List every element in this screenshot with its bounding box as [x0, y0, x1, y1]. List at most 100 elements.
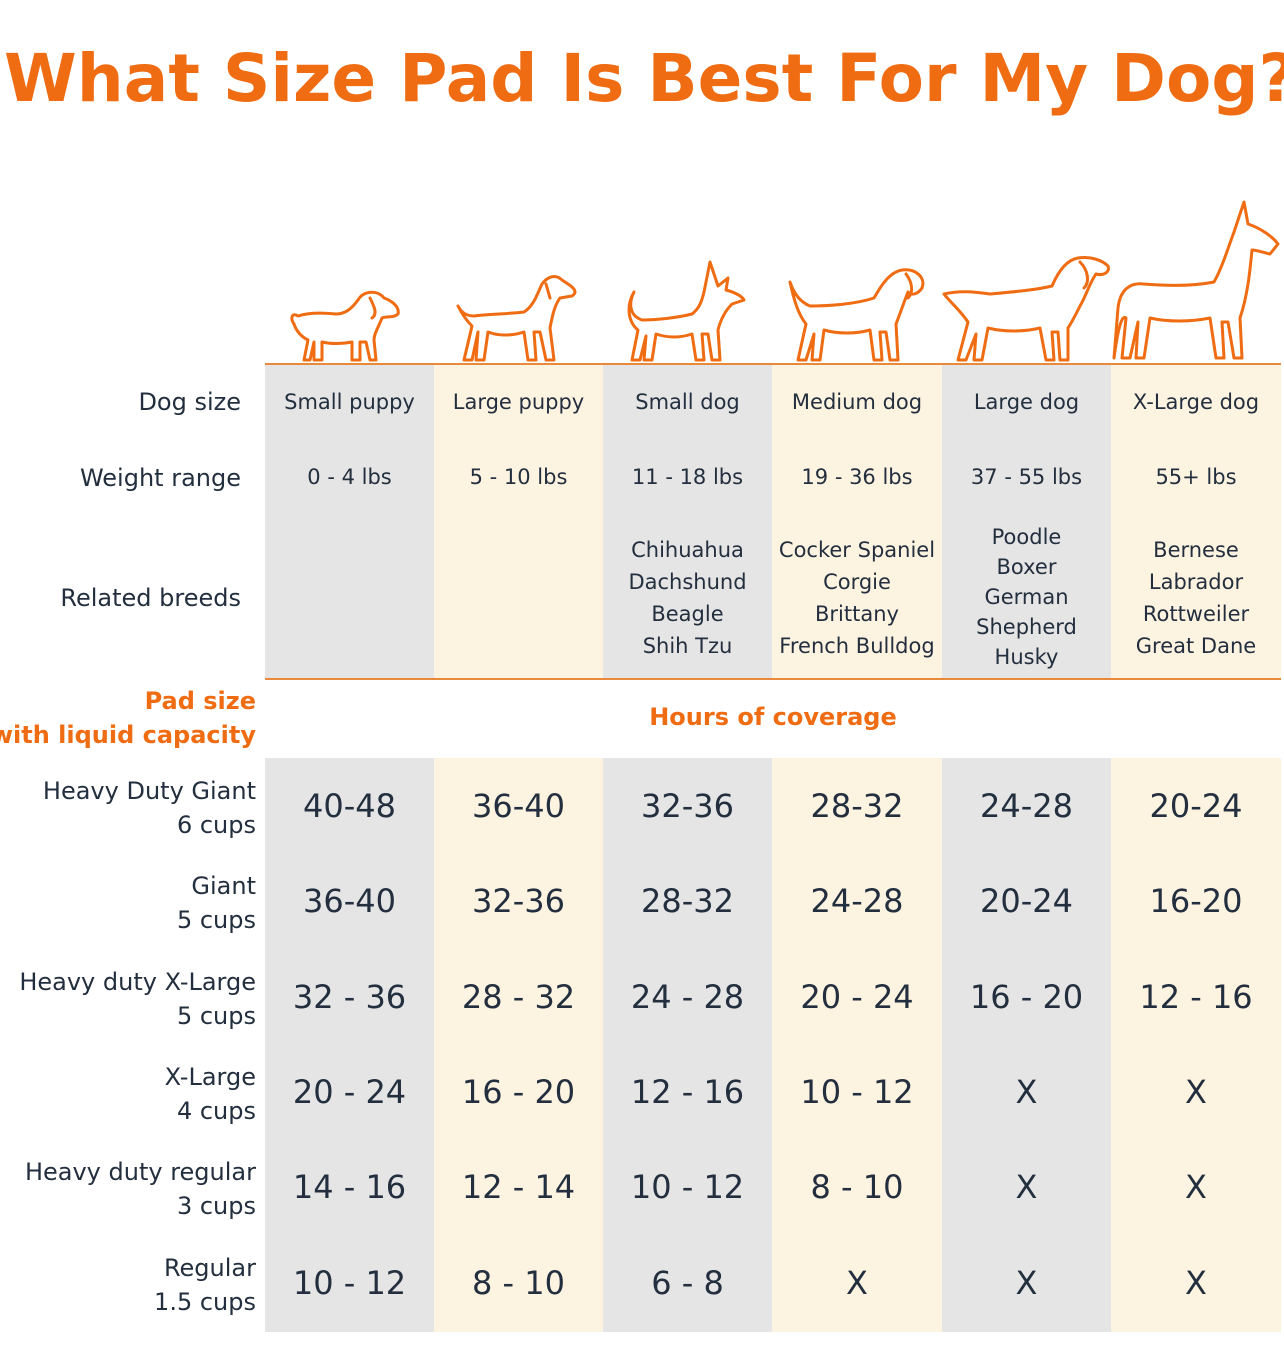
- column-bg-xlarge-dog: [1111, 758, 1281, 1332]
- dog-size-cell: Medium dog: [791, 390, 923, 414]
- hours-cell: X: [846, 1264, 868, 1302]
- hours-cell: 32-36: [472, 882, 565, 920]
- weight-range-cell: 5 - 10 lbs: [469, 465, 568, 489]
- hours-cell: 16 - 20: [461, 1073, 576, 1111]
- hours-cell: 12 - 16: [630, 1073, 745, 1111]
- hours-cell: X: [1015, 1168, 1038, 1206]
- hours-cell: 8 - 10: [472, 1264, 565, 1302]
- pad-name: Heavy duty regular: [24, 1158, 256, 1186]
- hours-cell: 16-20: [1149, 882, 1243, 920]
- pad-label-giant: Giant 5 cups: [177, 869, 256, 937]
- weight-range-cell: 11 - 18 lbs: [631, 465, 744, 489]
- breed-name: Labrador: [1148, 570, 1244, 594]
- pad-name: Heavy duty X-Large: [19, 968, 256, 996]
- pad-capacity: 5 cups: [176, 1002, 256, 1030]
- medium-dog-icon: [786, 262, 928, 364]
- hours-cell: 20-24: [1149, 787, 1243, 825]
- large-puppy-icon: [452, 270, 582, 364]
- breed-name: Boxer: [996, 555, 1057, 579]
- pad-name: Giant: [191, 872, 256, 900]
- column-bg-small-dog: [603, 758, 772, 1332]
- hours-cell: 36-40: [303, 882, 396, 920]
- hours-cell: 24 - 28: [630, 978, 745, 1016]
- hours-cell: 40-48: [303, 787, 396, 825]
- hours-cell: 32 - 36: [292, 978, 407, 1016]
- pad-name: X-Large: [164, 1063, 256, 1091]
- breed-name: German: [984, 585, 1069, 609]
- breed-name: Beagle: [651, 602, 724, 626]
- hours-cell: 6 - 8: [651, 1264, 724, 1302]
- hours-cell: X: [1185, 1073, 1207, 1111]
- xlarge-dog-icon: [1110, 198, 1282, 364]
- dog-size-cell: Small dog: [635, 390, 740, 414]
- breed-name: Corgie: [823, 570, 891, 594]
- column-bg-small-puppy: [265, 758, 434, 1332]
- breed-list: Chihuahua Dachshund Beagle Shih Tzu: [603, 534, 772, 662]
- hours-cell: X: [1185, 1168, 1207, 1206]
- hours-cell: 28 - 32: [461, 978, 576, 1016]
- hours-cell: X: [1015, 1264, 1038, 1302]
- pad-size-heading-line2: with liquid capacity: [0, 721, 256, 749]
- hours-cell: 8 - 10: [810, 1168, 904, 1206]
- weight-range-cell: 55+ lbs: [1155, 465, 1237, 489]
- breed-list: Cocker Spaniel Corgie Brittany French Bu…: [772, 534, 942, 662]
- hours-cell: 28-32: [810, 787, 904, 825]
- hours-cell: 24-28: [810, 882, 904, 920]
- row-label-dog-size: Dog size: [138, 388, 241, 416]
- hours-cell: 12 - 14: [461, 1168, 576, 1206]
- hours-cell: 32-36: [641, 787, 734, 825]
- divider-middle: [265, 678, 1281, 680]
- page-title: What Size Pad Is Best For My Dog?: [4, 40, 1284, 117]
- column-bg-large-puppy: [434, 365, 603, 678]
- breed-name: Shepherd: [976, 615, 1077, 639]
- hours-cell: 28-32: [641, 882, 734, 920]
- dog-size-cell: X-Large dog: [1132, 390, 1260, 414]
- hours-cell: 20 - 24: [800, 978, 914, 1016]
- weight-range-cell: 37 - 55 lbs: [970, 465, 1083, 489]
- row-label-related-breeds: Related breeds: [60, 584, 241, 612]
- breed-name: French Bulldog: [779, 634, 935, 658]
- pad-capacity: 1.5 cups: [154, 1288, 256, 1316]
- small-dog-icon: [624, 256, 750, 364]
- hours-cell: 14 - 16: [292, 1168, 407, 1206]
- hours-of-coverage-heading: Hours of coverage: [649, 703, 897, 731]
- column-bg-xlarge-dog: [1111, 365, 1281, 678]
- breed-name: Dachshund: [628, 570, 747, 594]
- pad-label-heavy-duty-giant: Heavy Duty Giant 6 cups: [43, 774, 256, 842]
- dog-size-cell: Large dog: [973, 390, 1080, 414]
- small-puppy-icon: [286, 284, 406, 364]
- divider-top: [265, 363, 1281, 365]
- hours-cell: 10 - 12: [630, 1168, 745, 1206]
- pad-label-heavy-duty-xlarge: Heavy duty X-Large 5 cups: [19, 965, 256, 1033]
- hours-cell: 10 - 12: [292, 1264, 407, 1302]
- dog-size-cell: Large puppy: [452, 390, 585, 414]
- pad-label-xlarge: X-Large 4 cups: [165, 1060, 256, 1128]
- pad-capacity: 4 cups: [176, 1097, 256, 1125]
- hours-cell: 24-28: [980, 787, 1073, 825]
- weight-range-cell: 19 - 36 lbs: [801, 465, 913, 489]
- dog-size-cell: Small puppy: [284, 390, 415, 414]
- breed-name: Cocker Spaniel: [778, 538, 936, 562]
- breed-list: Bernese Labrador Rottweiler Great Dane: [1111, 534, 1281, 662]
- hours-cell: X: [1185, 1264, 1207, 1302]
- hours-cell: 20 - 24: [292, 1073, 407, 1111]
- pad-size-heading: Pad size with liquid capacity: [0, 684, 256, 752]
- pad-name: Heavy Duty Giant: [42, 777, 256, 805]
- weight-range-cell: 0 - 4 lbs: [307, 465, 392, 489]
- breed-name: Shih Tzu: [642, 634, 733, 658]
- pad-label-heavy-duty-regular: Heavy duty regular 3 cups: [25, 1155, 256, 1223]
- pad-capacity: 6 cups: [176, 811, 256, 839]
- hours-cell: 20-24: [980, 882, 1073, 920]
- hours-cell: 12 - 16: [1139, 978, 1253, 1016]
- breed-name: Brittany: [815, 602, 899, 626]
- pad-name: Regular: [163, 1254, 256, 1282]
- breed-name: Poodle: [991, 525, 1062, 549]
- column-bg-small-dog: [603, 365, 772, 678]
- breed-name: Great Dane: [1135, 634, 1257, 658]
- column-bg-large-dog: [942, 365, 1111, 678]
- breed-list: Poodle Boxer German Shepherd Husky: [942, 522, 1111, 672]
- pad-size-heading-line1: Pad size: [144, 687, 256, 715]
- pad-label-regular: Regular 1.5 cups: [154, 1251, 256, 1319]
- column-bg-medium-dog: [772, 365, 942, 678]
- column-bg-small-puppy: [265, 365, 434, 678]
